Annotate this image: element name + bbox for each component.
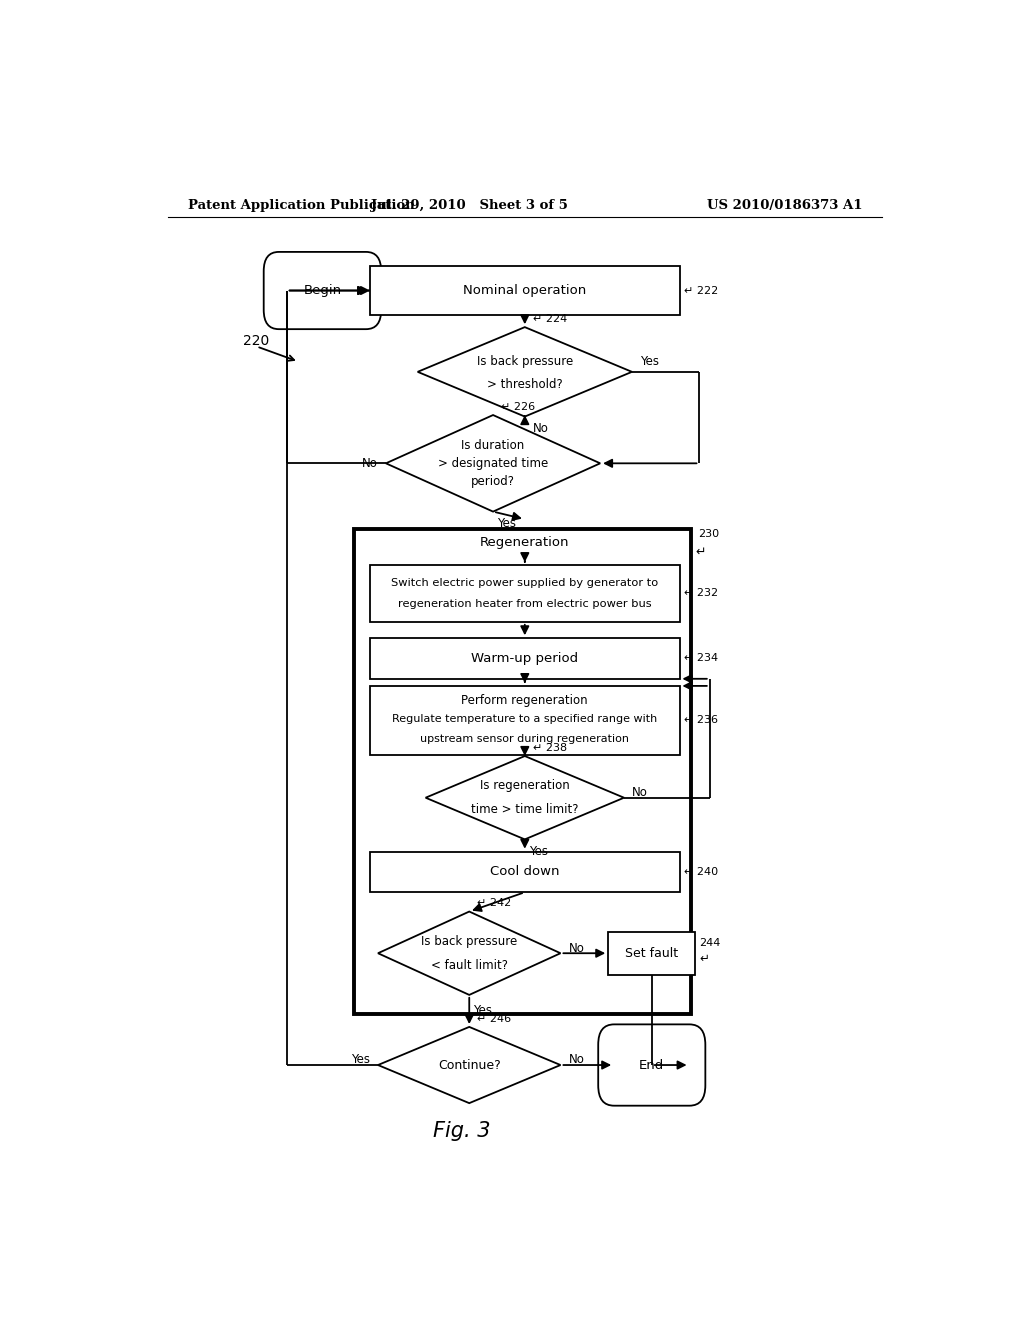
Polygon shape bbox=[378, 912, 560, 995]
Polygon shape bbox=[378, 1027, 560, 1104]
Text: No: No bbox=[568, 941, 585, 954]
Text: ↵: ↵ bbox=[695, 545, 706, 558]
Text: Set fault: Set fault bbox=[626, 946, 678, 960]
Bar bbox=[608, 932, 695, 974]
Text: 230: 230 bbox=[697, 529, 719, 540]
Text: > designated time: > designated time bbox=[438, 457, 548, 470]
Text: ↵ 236: ↵ 236 bbox=[684, 715, 718, 726]
Text: Is duration: Is duration bbox=[462, 438, 524, 451]
Text: > threshold?: > threshold? bbox=[487, 378, 562, 391]
Bar bbox=[370, 686, 680, 755]
Text: Yes: Yes bbox=[473, 1003, 493, 1016]
FancyBboxPatch shape bbox=[598, 1024, 706, 1106]
Text: ↵ 222: ↵ 222 bbox=[684, 285, 718, 296]
Bar bbox=[370, 267, 680, 315]
Text: Yes: Yes bbox=[528, 845, 548, 858]
Text: ↵ 240: ↵ 240 bbox=[684, 867, 718, 876]
Bar bbox=[370, 851, 680, 892]
Text: Warm-up period: Warm-up period bbox=[471, 652, 579, 665]
Text: No: No bbox=[568, 1053, 585, 1067]
Text: ↵ 242: ↵ 242 bbox=[477, 899, 511, 908]
Text: ↵ 238: ↵ 238 bbox=[532, 743, 567, 752]
Text: ↵ 224: ↵ 224 bbox=[532, 314, 567, 323]
Text: 244: 244 bbox=[699, 939, 721, 948]
Text: 220: 220 bbox=[243, 334, 269, 348]
Text: Begin: Begin bbox=[303, 284, 341, 297]
Text: US 2010/0186373 A1: US 2010/0186373 A1 bbox=[707, 198, 862, 211]
Text: Yes: Yes bbox=[351, 1053, 370, 1067]
Polygon shape bbox=[426, 756, 624, 840]
Text: regeneration heater from electric power bus: regeneration heater from electric power … bbox=[398, 598, 651, 609]
Text: Continue?: Continue? bbox=[438, 1059, 501, 1072]
Text: time > time limit?: time > time limit? bbox=[471, 804, 579, 816]
Bar bbox=[370, 638, 680, 678]
Text: Yes: Yes bbox=[640, 355, 658, 368]
Bar bbox=[354, 529, 691, 1014]
Text: ↵ 234: ↵ 234 bbox=[684, 653, 718, 664]
Text: Jul. 29, 2010   Sheet 3 of 5: Jul. 29, 2010 Sheet 3 of 5 bbox=[371, 198, 567, 211]
Text: ↵: ↵ bbox=[699, 952, 710, 965]
Text: Yes: Yes bbox=[497, 517, 516, 531]
Text: Regeneration: Regeneration bbox=[480, 536, 569, 549]
Text: Nominal operation: Nominal operation bbox=[463, 284, 587, 297]
Text: ↵ 232: ↵ 232 bbox=[684, 589, 718, 598]
Text: No: No bbox=[632, 787, 648, 799]
Text: upstream sensor during regeneration: upstream sensor during regeneration bbox=[420, 734, 630, 743]
Text: Is regeneration: Is regeneration bbox=[480, 779, 569, 792]
Text: Perform regeneration: Perform regeneration bbox=[462, 693, 588, 706]
Text: End: End bbox=[639, 1059, 665, 1072]
Polygon shape bbox=[418, 327, 632, 417]
Text: Patent Application Publication: Patent Application Publication bbox=[187, 198, 415, 211]
Text: No: No bbox=[532, 422, 549, 436]
Text: Regulate temperature to a specified range with: Regulate temperature to a specified rang… bbox=[392, 714, 657, 725]
Text: No: No bbox=[362, 457, 378, 470]
FancyBboxPatch shape bbox=[264, 252, 381, 329]
Text: ↵ 246: ↵ 246 bbox=[477, 1014, 511, 1024]
Text: Is back pressure: Is back pressure bbox=[421, 935, 517, 948]
Polygon shape bbox=[386, 414, 600, 512]
Text: Cool down: Cool down bbox=[490, 866, 559, 878]
Text: < fault limit?: < fault limit? bbox=[431, 958, 508, 972]
Text: Switch electric power supplied by generator to: Switch electric power supplied by genera… bbox=[391, 578, 658, 589]
Text: Fig. 3: Fig. 3 bbox=[432, 1121, 490, 1140]
Text: ↵ 226: ↵ 226 bbox=[501, 401, 536, 412]
Text: Is back pressure: Is back pressure bbox=[477, 355, 572, 368]
Bar bbox=[370, 565, 680, 622]
Text: period?: period? bbox=[471, 475, 515, 488]
